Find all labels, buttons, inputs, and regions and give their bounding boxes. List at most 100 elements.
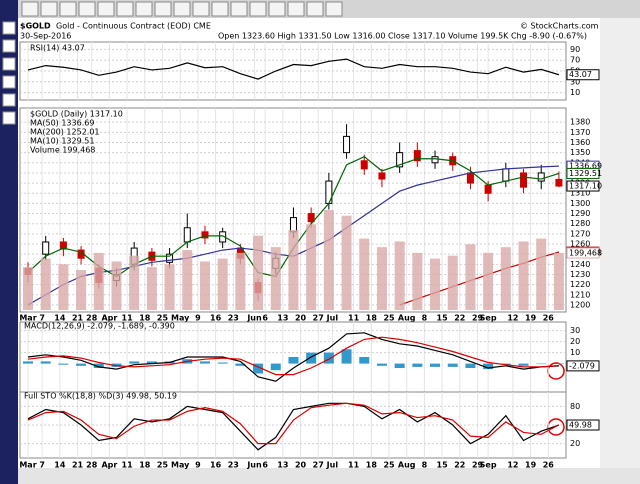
tool-button[interactable] — [21, 1, 39, 17]
histogram-bar — [146, 361, 157, 364]
histogram-bar — [23, 361, 33, 364]
x-tick-label: 25 — [383, 461, 395, 470]
volume-bar — [483, 252, 494, 310]
x-tick-label: 18 — [139, 314, 151, 323]
x-tick-label: Aug — [398, 461, 416, 470]
y-tick-label: 1380 — [570, 118, 590, 127]
last-value-label: 49.98 — [569, 421, 592, 430]
tool-button[interactable] — [173, 1, 191, 17]
candle-body — [201, 231, 209, 239]
x-tick-label: 11 — [348, 461, 360, 470]
legend-entry: RSI(14) 43.07 — [30, 44, 85, 53]
tool-button[interactable] — [40, 1, 58, 17]
tool-button[interactable] — [59, 1, 77, 17]
side-area — [600, 18, 640, 468]
side-button[interactable] — [2, 57, 16, 71]
last-value-box — [566, 167, 600, 179]
x-tick-label: 16 — [210, 461, 222, 470]
x-tick-label: Aug — [398, 314, 416, 323]
legend-entry: $GOLD (Daily) 1317.10 — [30, 110, 123, 119]
x-tick-label: Apr — [101, 461, 117, 470]
volume-bar — [288, 230, 299, 310]
x-tick-label: 18 — [366, 314, 378, 323]
side-button[interactable] — [2, 75, 16, 89]
legend-entry: MA(10) 1329.51 — [30, 137, 94, 146]
candle-body — [484, 184, 492, 194]
volume-bar — [323, 210, 334, 310]
tool-button[interactable] — [249, 1, 267, 17]
x-tick-label: 12 — [507, 461, 518, 470]
x-tick-label: 28 — [86, 461, 98, 470]
histogram-bar — [323, 352, 334, 364]
y-tick-label: 1230 — [570, 270, 590, 279]
y-tick-label: 30 — [570, 77, 580, 86]
x-tick-label: May — [171, 314, 190, 323]
x-tick-label: 18 — [139, 461, 151, 470]
tool-button[interactable] — [211, 1, 229, 17]
candle-body — [360, 160, 368, 170]
x-tick-label: 27 — [313, 461, 324, 470]
x-tick-label: 23 — [228, 461, 239, 470]
y-tick-label: 1220 — [570, 280, 590, 289]
tool-button[interactable] — [78, 1, 96, 17]
tool-button[interactable] — [287, 1, 305, 17]
x-tick-label: 21 — [72, 461, 84, 470]
histogram-bar — [217, 362, 228, 364]
tool-button[interactable] — [230, 1, 248, 17]
y-tick-label: 1370 — [570, 128, 590, 137]
tool-button[interactable] — [306, 1, 324, 17]
candle-body — [219, 231, 227, 243]
x-tick-label: 28 — [86, 314, 98, 323]
histogram-bar — [199, 361, 210, 364]
x-tick-label: 20 — [295, 461, 307, 470]
histogram-bar — [376, 363, 387, 366]
candle-body — [378, 172, 386, 180]
x-tick-label: 25 — [157, 314, 169, 323]
side-button[interactable] — [2, 111, 16, 125]
tool-button[interactable] — [325, 1, 343, 17]
x-tick-label: 25 — [383, 314, 395, 323]
volume-bar — [465, 244, 476, 310]
tool-button[interactable] — [116, 1, 134, 17]
volume-bar — [536, 238, 547, 310]
volume-bar — [76, 270, 87, 310]
series-line — [399, 251, 560, 306]
candle-body — [183, 227, 191, 243]
x-tick-label: 8 — [422, 461, 428, 470]
tool-button[interactable] — [154, 1, 172, 17]
x-tick-label: 7 — [39, 314, 45, 323]
x-tick-label: Jun — [246, 314, 262, 323]
x-tick-label: 16 — [210, 314, 222, 323]
x-tick-label: 7 — [39, 461, 45, 470]
tool-button[interactable] — [97, 1, 115, 17]
tool-button[interactable] — [192, 1, 210, 17]
histogram-bar — [518, 363, 529, 366]
x-tick-label: Mar — [19, 461, 36, 470]
candle-body — [59, 241, 67, 250]
x-tick-label: 14 — [54, 461, 66, 470]
candle-body — [520, 172, 528, 188]
tool-button[interactable] — [268, 1, 286, 17]
panel-title: Full STO %K(18,8) %D(3) 49.98, 50.19 — [24, 392, 177, 401]
side-button[interactable] — [2, 93, 16, 107]
y-tick-label: 70 — [570, 56, 580, 65]
candle-body — [502, 168, 510, 182]
x-tick-label: Jul — [326, 314, 339, 323]
volume-bar — [553, 253, 564, 310]
x-tick-label: 9 — [195, 314, 201, 323]
last-value-box — [566, 360, 600, 372]
last-value-label: -2.079 — [569, 361, 595, 370]
histogram-bar — [235, 363, 246, 366]
candle-body — [413, 150, 421, 162]
side-button[interactable] — [2, 21, 16, 35]
last-value-label: 199,468 — [569, 249, 602, 258]
x-tick-label: 13 — [277, 461, 288, 470]
y-tick-label: 80 — [570, 402, 580, 411]
x-tick-label: 14 — [54, 314, 66, 323]
x-tick-label: 19 — [525, 461, 537, 470]
side-button[interactable] — [2, 39, 16, 53]
candle-body — [555, 178, 563, 187]
volume-bar — [111, 261, 122, 310]
tool-button[interactable] — [135, 1, 153, 17]
